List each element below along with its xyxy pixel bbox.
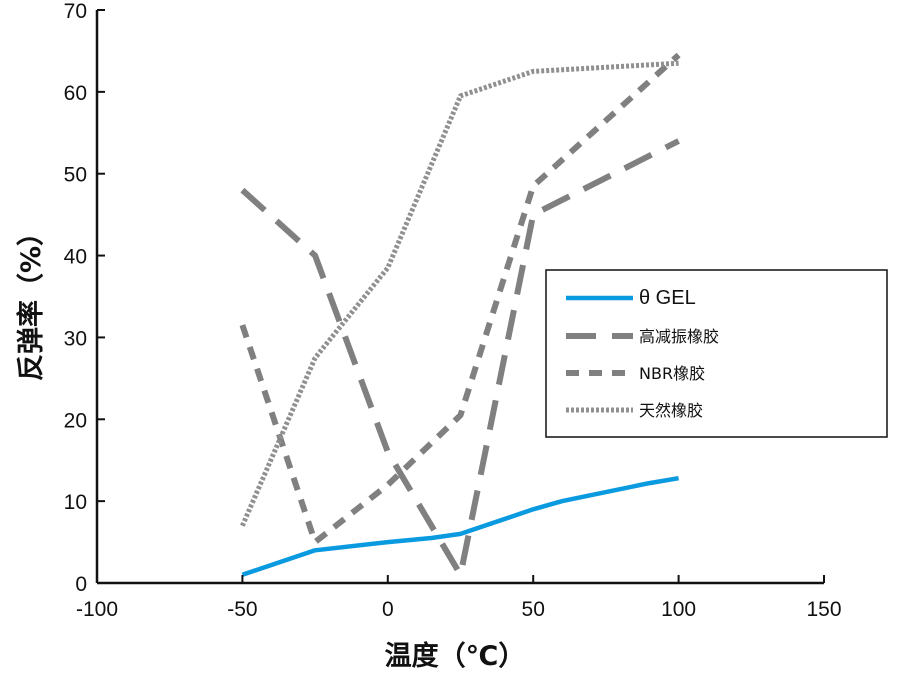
x-ticks: -100 -50 0 50 100 150 bbox=[76, 575, 842, 621]
y-tick-label: 30 bbox=[64, 327, 87, 350]
axes bbox=[95, 10, 824, 585]
y-tick-label: 20 bbox=[64, 409, 87, 432]
x-axis-title: 温度（℃） bbox=[385, 640, 526, 672]
legend-label-0: θ GEL bbox=[639, 287, 696, 309]
y-ticks: 0 10 20 30 40 50 60 70 bbox=[64, 0, 105, 596]
x-tick-label: 150 bbox=[806, 598, 841, 621]
x-tick-label: 0 bbox=[382, 598, 394, 621]
legend-label-2: NBR橡胶 bbox=[639, 364, 705, 383]
y-tick-label: 60 bbox=[64, 82, 87, 105]
series-line-2 bbox=[239, 52, 681, 546]
x-tick-label: -100 bbox=[76, 598, 118, 621]
series-layer bbox=[239, 52, 681, 578]
series-line-1 bbox=[240, 138, 680, 578]
legend-label-3: 天然橡胶 bbox=[639, 401, 703, 420]
legend-label-1: 高减振橡胶 bbox=[639, 327, 719, 346]
x-tick-label: -50 bbox=[227, 598, 257, 621]
y-tick-label: 10 bbox=[64, 491, 87, 514]
y-tick-label: 50 bbox=[64, 164, 87, 187]
y-tick-label: 40 bbox=[64, 246, 87, 269]
y-axis-title: 反弹率（%） bbox=[15, 219, 47, 381]
series-line-0 bbox=[241, 475, 679, 577]
x-tick-label: 50 bbox=[522, 598, 545, 621]
x-tick-label: 100 bbox=[661, 598, 696, 621]
series-line-3 bbox=[240, 60, 679, 527]
y-tick-label: 0 bbox=[75, 573, 87, 596]
y-tick-label: 70 bbox=[64, 0, 87, 23]
